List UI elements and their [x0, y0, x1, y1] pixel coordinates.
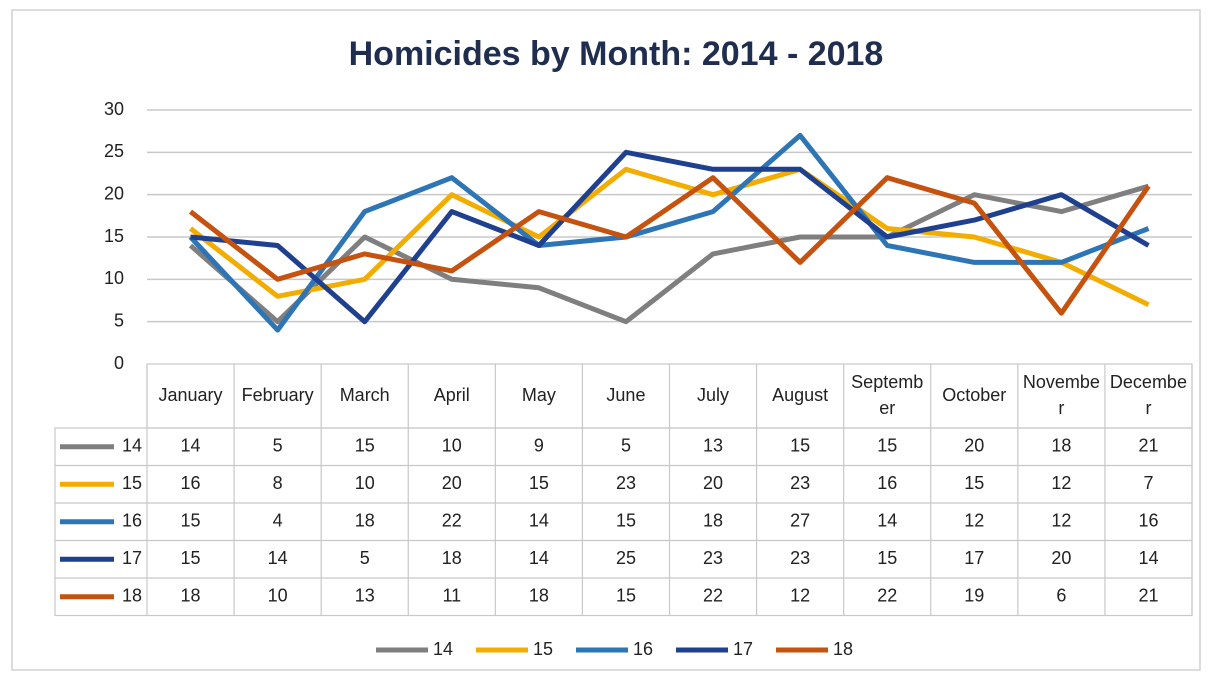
table-value: 12	[790, 586, 810, 606]
y-tick-label: 0	[114, 353, 124, 373]
table-value: 20	[1051, 548, 1071, 568]
table-value: 16	[181, 473, 201, 493]
table-value: 14	[181, 436, 201, 456]
category-label: June	[606, 385, 645, 405]
legend-label: 17	[733, 639, 753, 659]
table-series-label: 15	[122, 473, 142, 493]
table-value: 18	[529, 586, 549, 606]
table-series-label: 14	[122, 436, 142, 456]
table-value: 10	[355, 473, 375, 493]
table-value: 23	[703, 548, 723, 568]
table-value: 14	[529, 548, 549, 568]
table-value: 10	[442, 436, 462, 456]
table-value: 20	[964, 436, 984, 456]
table-value: 15	[181, 548, 201, 568]
y-tick-label: 15	[104, 226, 124, 246]
table-value: 21	[1138, 586, 1158, 606]
category-label: October	[942, 385, 1006, 405]
table-value: 5	[621, 436, 631, 456]
table-value: 18	[442, 548, 462, 568]
table-value: 15	[964, 473, 984, 493]
category-label: March	[340, 385, 390, 405]
table-value: 9	[534, 436, 544, 456]
series-line	[190, 149, 1150, 325]
table-value: 23	[790, 473, 810, 493]
table-value: 14	[529, 511, 549, 531]
table-value: 12	[964, 511, 984, 531]
legend-label: 16	[633, 639, 653, 659]
table-value: 22	[442, 511, 462, 531]
table-value: 18	[355, 511, 375, 531]
table-value: 15	[877, 436, 897, 456]
category-label: Septemb er	[851, 372, 923, 418]
table-value: 23	[616, 473, 636, 493]
table-value: 21	[1138, 436, 1158, 456]
category-label: July	[697, 385, 729, 405]
table-value: 5	[360, 548, 370, 568]
y-tick-label: 25	[104, 141, 124, 161]
category-label: August	[772, 385, 828, 405]
table-value: 19	[964, 586, 984, 606]
table-value: 6	[1056, 586, 1066, 606]
table-value: 15	[355, 436, 375, 456]
category-label: January	[159, 385, 223, 405]
table-series-label: 18	[122, 586, 142, 606]
y-tick-label: 30	[104, 99, 124, 119]
table-value: 15	[181, 511, 201, 531]
table-value: 10	[268, 586, 288, 606]
table-value: 5	[273, 436, 283, 456]
table-value: 20	[703, 473, 723, 493]
table-value: 16	[877, 473, 897, 493]
category-label: Novembe r	[1023, 372, 1100, 418]
category-label: May	[522, 385, 556, 405]
table-value: 15	[790, 436, 810, 456]
series-line	[188, 183, 1150, 325]
table-value: 16	[1138, 511, 1158, 531]
table-value: 18	[1051, 436, 1071, 456]
table-value: 8	[273, 473, 283, 493]
y-tick-label: 10	[104, 268, 124, 288]
category-label: Decembe r	[1110, 372, 1187, 418]
chart-frame	[11, 9, 1201, 671]
legend-label: 18	[833, 639, 853, 659]
table-value: 15	[616, 586, 636, 606]
table-value: 20	[442, 473, 462, 493]
y-tick-label: 20	[104, 183, 124, 203]
table-value: 23	[790, 548, 810, 568]
table-value: 27	[790, 511, 810, 531]
table-value: 17	[964, 548, 984, 568]
series-line	[188, 175, 1151, 316]
table-value: 13	[703, 436, 723, 456]
table-series-label: 17	[122, 548, 142, 568]
series-line	[188, 132, 1150, 333]
table-value: 14	[877, 511, 897, 531]
y-tick-label: 5	[114, 310, 124, 330]
table-series-label: 16	[122, 511, 142, 531]
category-label: February	[242, 385, 314, 405]
table-value: 14	[268, 548, 288, 568]
table-value: 18	[703, 511, 723, 531]
table-value: 15	[529, 473, 549, 493]
table-value: 7	[1143, 473, 1153, 493]
table-value: 22	[877, 586, 897, 606]
table-value: 15	[616, 511, 636, 531]
series-line	[188, 166, 1150, 307]
legend-label: 14	[433, 639, 453, 659]
table-value: 12	[1051, 511, 1071, 531]
table-value: 15	[877, 548, 897, 568]
table-value: 4	[273, 511, 283, 531]
table-value: 18	[181, 586, 201, 606]
table-value: 22	[703, 586, 723, 606]
chart-title: Homicides by Month: 2014 - 2018	[349, 35, 884, 73]
table-value: 14	[1138, 548, 1158, 568]
table-value: 13	[355, 586, 375, 606]
legend-label: 15	[533, 639, 553, 659]
category-label: April	[434, 385, 470, 405]
table-value: 12	[1051, 473, 1071, 493]
table-value: 11	[442, 586, 461, 606]
table-value: 25	[616, 548, 636, 568]
